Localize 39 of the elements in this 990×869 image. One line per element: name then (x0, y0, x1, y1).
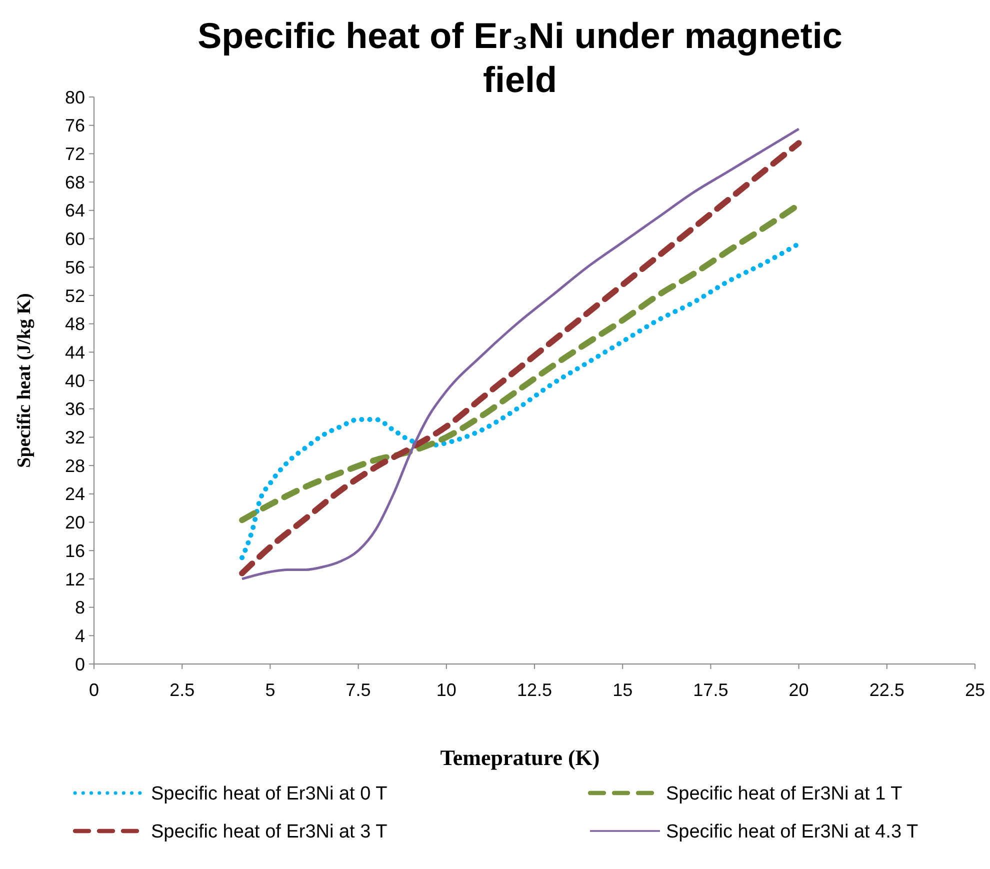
y-tick-label: 52 (64, 286, 85, 306)
y-tick-label: 4 (74, 626, 85, 646)
y-tick-label: 36 (64, 399, 85, 420)
x-tick-label: 22.5 (869, 680, 904, 700)
x-tick-label: 17.5 (693, 680, 728, 700)
y-tick-label: 68 (64, 172, 85, 192)
y-tick-label: 24 (64, 484, 85, 504)
y-tick-label: 56 (64, 257, 85, 278)
y-tick-label: 32 (64, 428, 85, 448)
x-tick-label: 15 (612, 680, 633, 700)
y-tick-label: 76 (64, 116, 85, 136)
x-tick-label: 0 (88, 680, 100, 700)
y-tick-label: 12 (64, 569, 85, 590)
y-tick-label: 28 (64, 456, 85, 476)
y-tick-label: 64 (64, 200, 85, 221)
x-axis-title: Temeprature (K) (440, 745, 600, 770)
x-tick-label: 20 (788, 680, 809, 700)
x-tick-label: 10 (436, 680, 456, 700)
x-tick-label: 7.5 (346, 680, 371, 700)
y-tick-label: 80 (64, 87, 85, 108)
x-tick-label: 12.5 (516, 680, 552, 700)
y-tick-label: 48 (64, 314, 85, 334)
y-tick-label: 72 (64, 144, 85, 164)
x-tick-label: 5 (265, 680, 276, 700)
chart-title: Specific heat of Er₃Ni under magnetic field (198, 15, 842, 100)
legend-label: Specific heat of Er3Ni at 3 T (151, 822, 388, 843)
y-tick-label: 44 (64, 342, 85, 362)
x-tick-label: 25 (964, 680, 986, 700)
y-axis-title: Specific heat (J/kg K) (14, 293, 35, 468)
legend-label: Specific heat of Er3Ni at 0 T (151, 784, 388, 805)
y-tick-label: 0 (74, 654, 85, 674)
y-tick-label: 60 (64, 229, 85, 250)
legend-label: Specific heat of Er3Ni at 1 T (666, 784, 903, 805)
y-tick-label: 8 (74, 598, 85, 618)
y-tick-label: 20 (64, 512, 85, 533)
legend-label: Specific heat of Er3Ni at 4.3 T (666, 822, 918, 843)
x-tick-label: 2.5 (170, 680, 195, 700)
y-tick-label: 40 (64, 370, 85, 391)
y-tick-label: 16 (64, 540, 85, 561)
